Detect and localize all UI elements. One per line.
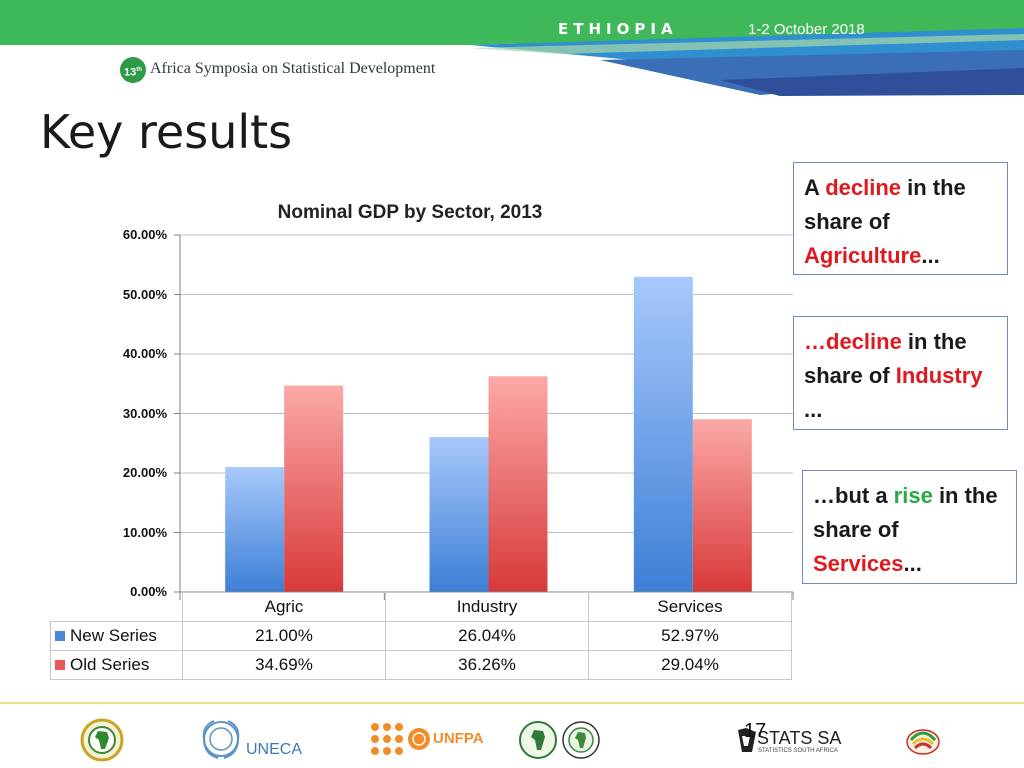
callout-text: ...: [804, 397, 823, 422]
table-cell: 26.04%: [385, 621, 589, 651]
callout-highlight: decline: [826, 329, 902, 354]
unfpa-label: UNFPA: [433, 730, 484, 747]
chart-title: Nominal GDP by Sector, 2013: [277, 202, 543, 223]
legend-label-old-series: Old Series: [70, 655, 150, 674]
stats-sa-label: STATS SA: [757, 728, 842, 748]
un-emblem-logo: [202, 720, 240, 759]
bar-old-series-agric: [284, 385, 344, 592]
edition-suffix: th: [136, 67, 142, 73]
y-tick-label: 50.00%: [122, 286, 167, 302]
legend-key-new-series: [55, 631, 65, 641]
uneca-label: UNECA: [246, 741, 303, 758]
unfpa-emblem-icon: [408, 728, 430, 750]
callout-highlight: rise: [893, 483, 933, 508]
edition-badge: 13th: [120, 57, 146, 83]
callout-text: in the share of: [804, 175, 966, 234]
page-number: 17: [744, 720, 767, 742]
bar-new-series-agric: [225, 467, 285, 592]
callout-highlight-sector: Industry: [895, 363, 983, 388]
symposium-name: Africa Symposia on Statistical Developme…: [150, 60, 436, 77]
bar-new-series-services: [633, 276, 693, 592]
y-tick-label: 20.00%: [122, 465, 167, 480]
edition-number: 13: [124, 66, 137, 79]
y-tick-label: 60.00%: [122, 227, 167, 242]
legend-old-series: Old Series: [50, 650, 183, 680]
callout-highlight-sector: Services: [813, 551, 904, 576]
callout-services: …but a rise in the share of Services...: [802, 470, 1017, 584]
table-category-services: Services: [588, 592, 792, 622]
callout-highlight-sector: Agriculture: [804, 243, 922, 268]
unfpa-dots-icon: [371, 723, 403, 755]
bar-old-series-services: [692, 419, 752, 592]
legend-key-old-series: [55, 660, 65, 670]
callout-text: ...: [921, 243, 940, 268]
table-cell: 29.04%: [588, 650, 792, 680]
header-banner: [0, 0, 1024, 96]
table-cell: 52.97%: [588, 621, 792, 651]
callout-text: …: [804, 329, 826, 354]
table-category-agric: Agric: [182, 592, 386, 622]
table-row-new-series: New Series 21.00% 26.04% 52.97%: [50, 621, 792, 651]
callout-text: A: [804, 175, 826, 200]
stats-sa-mark-icon: [738, 728, 756, 752]
table-row-old-series: Old Series 34.69% 36.26% 29.04%: [50, 650, 792, 680]
chart-data-table: Agric Industry Services New Series 21.00…: [50, 592, 792, 680]
table-corner: [51, 593, 183, 622]
bar-old-series-industry: [488, 376, 548, 592]
ethiopia-seal-logo: [562, 721, 600, 759]
callout-industry: …decline in the share of Industry ...: [793, 316, 1008, 430]
table-header-row: Agric Industry Services: [51, 592, 792, 622]
table-cell: 36.26%: [385, 650, 589, 680]
ethiopia-stats-logo: [906, 729, 940, 755]
y-tick-label: 10.00%: [122, 524, 167, 540]
callout-agriculture: A decline in the share of Agriculture...: [793, 162, 1008, 275]
table-category-industry: Industry: [385, 592, 589, 622]
legend-label-new-series: New Series: [70, 626, 157, 645]
table-cell: 21.00%: [182, 621, 386, 651]
callout-text: in the share of: [813, 483, 998, 542]
african-union-logo: [80, 718, 124, 762]
y-tick-label: 0.00%: [130, 584, 167, 599]
footer-divider: [0, 702, 1024, 704]
country-label: ETHIOPIA: [558, 20, 678, 38]
legend-new-series: New Series: [50, 621, 183, 651]
slide-title: Key results: [40, 105, 293, 159]
y-tick-label: 40.00%: [122, 346, 167, 361]
callout-highlight: decline: [825, 175, 901, 200]
bar-new-series-industry: [429, 437, 489, 592]
callout-text: in the share of: [804, 329, 967, 388]
callout-text: ...: [903, 551, 922, 576]
table-cell: 34.69%: [182, 650, 386, 680]
y-tick-label: 30.00%: [122, 405, 167, 421]
callout-text: …but a: [813, 483, 894, 508]
afdb-logo: [519, 721, 557, 759]
stats-sa-subtitle: STATISTICS SOUTH AFRICA: [758, 748, 838, 754]
event-dates: 1-2 October 2018: [748, 21, 865, 38]
